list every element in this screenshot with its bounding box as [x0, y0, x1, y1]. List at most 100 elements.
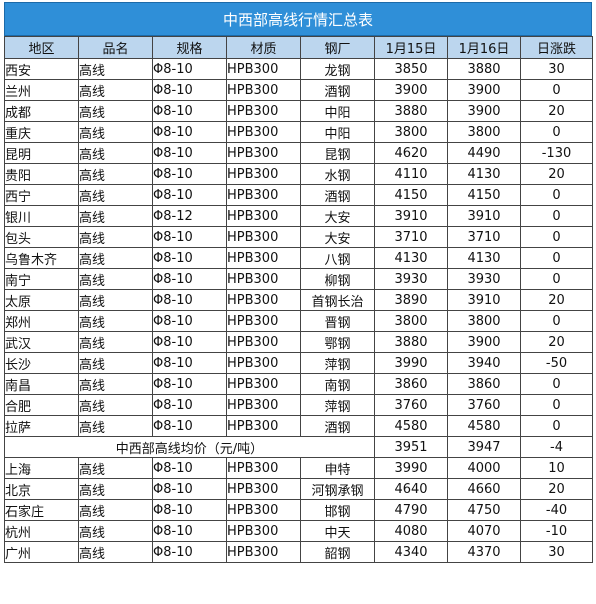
cell-spec: Φ8-10: [152, 457, 227, 479]
table-row: 太原 高线 Φ8-10 HPB300 首钢长治 3890 3910 20: [4, 289, 593, 311]
cell-spec: Φ8-10: [152, 394, 227, 416]
cell-mill: 韶钢: [300, 541, 375, 563]
cell-spec: Φ8-10: [152, 499, 227, 521]
cell-jan16-price: 4070: [447, 520, 521, 542]
table-row: 长沙 高线 Φ8-10 HPB300 萍钢 3990 3940 -50: [4, 352, 593, 374]
cell-spec: Φ8-12: [152, 205, 227, 227]
cell-jan15-price: 4790: [374, 499, 448, 521]
cell-spec: Φ8-10: [152, 268, 227, 290]
table-row: 兰州 高线 Φ8-10 HPB300 酒钢 3900 3900 0: [4, 79, 593, 101]
cell-material: HPB300: [226, 226, 301, 248]
cell-jan15-price: 3990: [374, 352, 448, 374]
cell-daily-change: 20: [520, 100, 593, 122]
cell-product: 高线: [78, 58, 153, 80]
cell-spec: Φ8-10: [152, 142, 227, 164]
cell-spec: Φ8-10: [152, 163, 227, 185]
cell-daily-change: -130: [520, 142, 593, 164]
cell-jan15-price: 3890: [374, 289, 448, 311]
cell-material: HPB300: [226, 142, 301, 164]
cell-region: 拉萨: [4, 415, 79, 437]
cell-jan16-price: 3900: [447, 331, 521, 353]
cell-region: 贵阳: [4, 163, 79, 185]
cell-jan15-price: 3910: [374, 205, 448, 227]
cell-jan16-price: 3910: [447, 289, 521, 311]
cell-jan16-price: 4490: [447, 142, 521, 164]
cell-material: HPB300: [226, 478, 301, 500]
cell-region: 北京: [4, 478, 79, 500]
cell-spec: Φ8-10: [152, 121, 227, 143]
average-jan15-price: 3951: [374, 436, 448, 458]
cell-region: 合肥: [4, 394, 79, 416]
cell-daily-change: 0: [520, 79, 593, 101]
table-body: 西安 高线 Φ8-10 HPB300 龙钢 3850 3880 30 兰州 高线 Φ8-10 HPB3…: [4, 58, 593, 563]
column-header-row: 地区 品名 规格 材质 钢厂 1月15日 1月16日 日涨跌: [4, 36, 593, 59]
cell-jan15-price: 4640: [374, 478, 448, 500]
col-header-spec: 规格: [152, 36, 227, 59]
table-row: 昆明 高线 Φ8-10 HPB300 昆钢 4620 4490 -130: [4, 142, 593, 164]
cell-jan16-price: 4130: [447, 247, 521, 269]
cell-daily-change: 30: [520, 58, 593, 80]
cell-jan16-price: 4750: [447, 499, 521, 521]
cell-region: 杭州: [4, 520, 79, 542]
cell-spec: Φ8-10: [152, 541, 227, 563]
table-row: 南宁 高线 Φ8-10 HPB300 柳钢 3930 3930 0: [4, 268, 593, 290]
cell-daily-change: 20: [520, 478, 593, 500]
cell-spec: Φ8-10: [152, 58, 227, 80]
cell-jan15-price: 3930: [374, 268, 448, 290]
cell-jan16-price: 3880: [447, 58, 521, 80]
cell-material: HPB300: [226, 58, 301, 80]
cell-region: 广州: [4, 541, 79, 563]
cell-product: 高线: [78, 520, 153, 542]
cell-daily-change: 0: [520, 394, 593, 416]
cell-product: 高线: [78, 184, 153, 206]
cell-product: 高线: [78, 79, 153, 101]
cell-jan15-price: 3760: [374, 394, 448, 416]
cell-region: 昆明: [4, 142, 79, 164]
cell-material: HPB300: [226, 310, 301, 332]
col-header-daily-change: 日涨跌: [520, 36, 593, 59]
cell-jan16-price: 4370: [447, 541, 521, 563]
table-row: 北京 高线 Φ8-10 HPB300 河钢承钢 4640 4660 20: [4, 478, 593, 500]
cell-jan16-price: 3940: [447, 352, 521, 374]
cell-jan16-price: 4150: [447, 184, 521, 206]
cell-spec: Φ8-10: [152, 79, 227, 101]
cell-spec: Φ8-10: [152, 289, 227, 311]
cell-product: 高线: [78, 100, 153, 122]
cell-jan15-price: 3900: [374, 79, 448, 101]
cell-material: HPB300: [226, 121, 301, 143]
cell-region: 武汉: [4, 331, 79, 353]
cell-mill: 酒钢: [300, 184, 375, 206]
cell-material: HPB300: [226, 352, 301, 374]
cell-mill: 河钢承钢: [300, 478, 375, 500]
table-row: 包头 高线 Φ8-10 HPB300 大安 3710 3710 0: [4, 226, 593, 248]
table-row: 拉萨 高线 Φ8-10 HPB300 酒钢 4580 4580 0: [4, 415, 593, 437]
cell-product: 高线: [78, 457, 153, 479]
cell-daily-change: -50: [520, 352, 593, 374]
cell-mill: 首钢长治: [300, 289, 375, 311]
cell-material: HPB300: [226, 289, 301, 311]
cell-material: HPB300: [226, 373, 301, 395]
cell-product: 高线: [78, 373, 153, 395]
cell-daily-change: 10: [520, 457, 593, 479]
cell-jan16-price: 4000: [447, 457, 521, 479]
cell-region: 乌鲁木齐: [4, 247, 79, 269]
col-header-region: 地区: [4, 36, 79, 59]
cell-daily-change: 0: [520, 247, 593, 269]
cell-jan15-price: 4130: [374, 247, 448, 269]
cell-region: 太原: [4, 289, 79, 311]
cell-product: 高线: [78, 541, 153, 563]
cell-material: HPB300: [226, 457, 301, 479]
cell-mill: 水钢: [300, 163, 375, 185]
table-row: 南昌 高线 Φ8-10 HPB300 南钢 3860 3860 0: [4, 373, 593, 395]
cell-product: 高线: [78, 415, 153, 437]
cell-spec: Φ8-10: [152, 247, 227, 269]
cell-material: HPB300: [226, 394, 301, 416]
cell-region: 郑州: [4, 310, 79, 332]
cell-jan15-price: 4110: [374, 163, 448, 185]
cell-region: 银川: [4, 205, 79, 227]
col-header-jan16: 1月16日: [447, 36, 521, 59]
cell-jan16-price: 3710: [447, 226, 521, 248]
cell-daily-change: 0: [520, 310, 593, 332]
table-row: 石家庄 高线 Φ8-10 HPB300 邯钢 4790 4750 -40: [4, 499, 593, 521]
